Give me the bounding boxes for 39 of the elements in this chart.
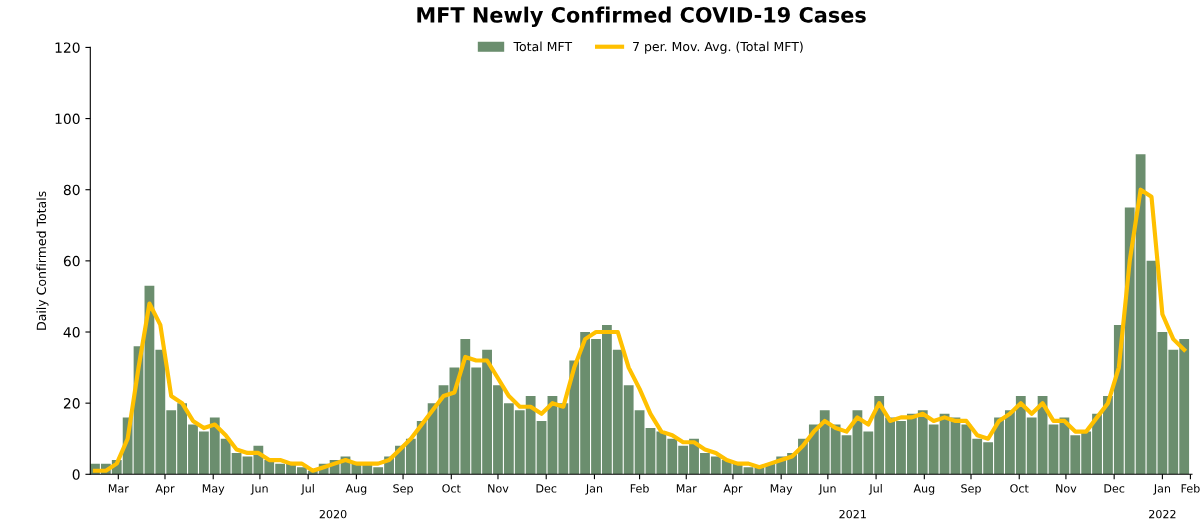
chart-title: MFT Newly Confirmed COVID-19 Cases: [417, 6, 866, 27]
x-tick-label: Jun: [250, 484, 268, 495]
x-tick-label: Sep: [961, 484, 981, 495]
y-tick-label: 80: [63, 184, 80, 196]
x-tick-label: Nov: [488, 484, 509, 493]
x-tick-label: Jul: [300, 484, 314, 495]
y-tick-label: 20: [63, 398, 80, 409]
x2-tick-label: 2021: [839, 509, 866, 519]
x-tick-label: Sep: [393, 484, 413, 495]
x-tick-label: May: [202, 484, 225, 495]
legend-label: 7 per. Mov. Avg. (Total MFT): [633, 41, 803, 54]
x-tick-label: Jun: [818, 484, 836, 495]
x-tick-label: Jul: [868, 484, 882, 495]
x-tick-label: Jan: [1153, 484, 1171, 495]
line-series: [92, 187, 1187, 473]
x-tick-label: Nov: [1056, 484, 1077, 493]
y-axis-title: Daily Confirmed Totals: [36, 191, 49, 330]
x-tick-label: May: [770, 484, 793, 495]
x-tick-label: Jan: [585, 484, 603, 495]
y-tick-label: 0: [72, 469, 80, 480]
x-tick-label: Feb: [1181, 484, 1200, 493]
legend-label: Total MFT: [513, 41, 573, 52]
y-tick-label: 40: [63, 326, 80, 338]
y-tick-label: 100: [55, 113, 80, 125]
x-tick-label: Oct: [442, 484, 461, 493]
x-tick-label: Aug: [345, 484, 367, 495]
x-tick-label: Dec: [1104, 484, 1125, 493]
x-tick-label: Dec: [536, 484, 557, 493]
x2-tick-label: 2020: [319, 509, 347, 519]
y-tick-label: 120: [55, 42, 80, 53]
x-tick-label: Apr: [723, 484, 743, 495]
x-tick-label: Mar: [108, 484, 129, 493]
y-tick-label: 60: [63, 255, 80, 267]
x-tick-label: Mar: [676, 484, 697, 493]
x-tick-label: Feb: [630, 484, 649, 493]
x-tick-label: Aug: [913, 484, 935, 495]
x-tick-label: Oct: [1010, 484, 1029, 493]
x-tick-label: Apr: [155, 484, 175, 495]
x2-tick-label: 2022: [1149, 509, 1176, 519]
